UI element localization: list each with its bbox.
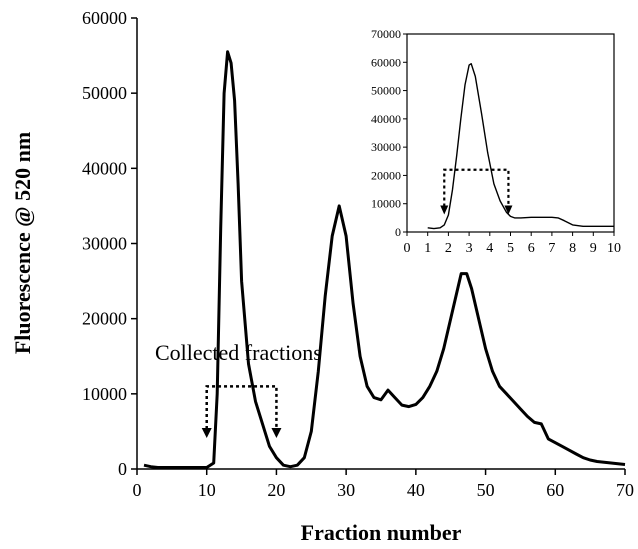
- x-tick-label: 70: [616, 480, 634, 500]
- inset-bracket-arrow-left: [440, 205, 449, 215]
- x-tick-label: 60: [546, 480, 564, 500]
- inset-x-tick-label: 9: [590, 241, 597, 256]
- inset-y-tick-label: 40000: [371, 112, 401, 126]
- inset-y-ticks: 0 10000 20000 30000 40000 50000 60000 70000: [371, 27, 407, 239]
- y-tick-label: 10000: [82, 384, 127, 404]
- inset-x-tick-label: 4: [486, 241, 493, 256]
- x-tick-label: 10: [198, 480, 216, 500]
- inset-y-tick-label: 10000: [371, 197, 401, 211]
- inset-x-tick-label: 7: [548, 241, 555, 256]
- bracket-arrow-right: [271, 428, 282, 438]
- inset-plot-frame: [406, 33, 615, 233]
- inset-y-tick-label: 30000: [371, 140, 401, 154]
- inset-bracket-arrow-right: [504, 205, 513, 215]
- inset-x-tick-label: 2: [445, 241, 452, 256]
- inset-background: [406, 33, 615, 233]
- y-tick-label: 30000: [82, 234, 127, 254]
- y-tick-label: 0: [118, 459, 127, 479]
- x-tick-label: 30: [337, 480, 355, 500]
- y-tick-label: 50000: [82, 83, 127, 103]
- main-y-ticks: 0 10000 20000 30000 40000 50000 60000: [82, 8, 137, 479]
- inset-x-ticks: 0 1 2 3 4 5 6 7 8 9 10: [404, 232, 621, 256]
- y-axis-title: Fluorescence @ 520 nm: [10, 132, 35, 354]
- main-series: [143, 50, 626, 469]
- y-tick-label: 40000: [82, 158, 127, 178]
- inset-y-tick-label: 60000: [371, 55, 401, 69]
- main-x-ticks: 0 10 20 30 40 50 60 70: [133, 469, 634, 500]
- inset-x-tick-label: 8: [569, 241, 576, 256]
- y-tick-label: 60000: [82, 8, 127, 28]
- main-series-line: [143, 50, 626, 469]
- inset-x-tick-label: 3: [466, 241, 473, 256]
- y-tick-label: 20000: [82, 309, 127, 329]
- inset-y-tick-label: 50000: [371, 84, 401, 98]
- inset-y-tick-label: 70000: [371, 27, 401, 41]
- annotation-collected-fractions: Collected fractions: [155, 340, 322, 365]
- inset-y-tick-label: 0: [395, 225, 401, 239]
- x-tick-label: 50: [477, 480, 495, 500]
- inset-bracket: [443, 168, 510, 207]
- inset-x-tick-label: 6: [528, 241, 535, 256]
- inset-x-tick-label: 10: [607, 241, 621, 256]
- main-annotation: [201, 385, 282, 438]
- inset-x-tick-label: 5: [507, 241, 514, 256]
- bracket-arrow-left: [201, 428, 212, 438]
- inset-y-tick-label: 20000: [371, 168, 401, 182]
- inset-series-line: [427, 63, 614, 230]
- x-axis-title: Fraction number: [301, 520, 462, 545]
- collected-fractions-bracket: [205, 385, 278, 429]
- x-tick-label: 0: [133, 480, 142, 500]
- inset-x-tick-label: 0: [404, 241, 411, 256]
- inset-annotation: [440, 168, 513, 215]
- x-tick-label: 40: [407, 480, 425, 500]
- inset-series: [427, 63, 614, 230]
- x-tick-label: 20: [267, 480, 285, 500]
- inset-x-tick-label: 1: [424, 241, 431, 256]
